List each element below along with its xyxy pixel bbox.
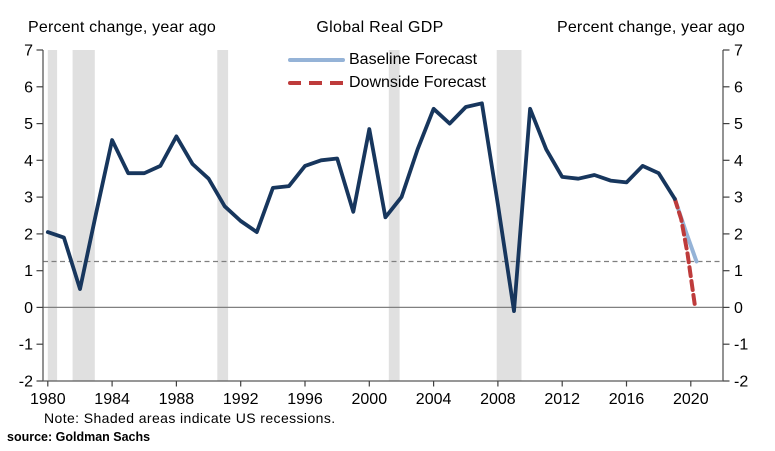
y-tick-label-right: 3 bbox=[734, 190, 743, 207]
x-tick-label: 1988 bbox=[159, 391, 195, 408]
downside-dashed-swatch-icon bbox=[288, 81, 345, 85]
legend-item-downside: Downside Forecast bbox=[288, 74, 486, 92]
x-tick-label: 2016 bbox=[609, 391, 645, 408]
y-tick-label-right: -1 bbox=[734, 337, 748, 354]
chart-legend: Global Real GDP Baseline Forecast Downsi… bbox=[280, 19, 490, 91]
y-tick-label-right: 6 bbox=[734, 79, 743, 96]
x-tick-label: 2000 bbox=[352, 391, 388, 408]
y-tick-label-right: 2 bbox=[734, 226, 743, 243]
series-baseline-forecast-line bbox=[672, 196, 699, 264]
y-tick-label-right: 4 bbox=[734, 153, 743, 170]
series-global-real-gdp-line bbox=[45, 101, 677, 314]
y-tick-label-left: -1 bbox=[19, 337, 33, 354]
recession-band bbox=[72, 50, 95, 381]
y-tick-label-left: 1 bbox=[24, 263, 33, 280]
x-tick-label: 1992 bbox=[223, 391, 259, 408]
x-tick-label: 2004 bbox=[416, 391, 452, 408]
y-tick-label-right: -2 bbox=[734, 374, 748, 391]
note-text: Note: Shaded areas indicate US recession… bbox=[44, 410, 336, 426]
y-tick-label-left: 4 bbox=[24, 153, 33, 170]
legend-label-downside: Downside Forecast bbox=[349, 74, 486, 91]
x-tick-label: 1996 bbox=[287, 391, 323, 408]
y-tick-label-right: 1 bbox=[734, 263, 743, 280]
source-text: source: Goldman Sachs bbox=[7, 430, 151, 444]
right-axis-title: Percent change, year ago bbox=[556, 19, 745, 36]
y-tick-label-left: 2 bbox=[24, 226, 33, 243]
left-axis-title: Percent change, year ago bbox=[28, 19, 217, 36]
y-tick-label-left: 3 bbox=[24, 190, 33, 207]
y-tick-label-right: 7 bbox=[734, 43, 743, 60]
y-tick-label-right: 5 bbox=[734, 116, 743, 133]
x-tick-label: 1980 bbox=[30, 391, 66, 408]
y-tick-label-left: 6 bbox=[24, 79, 33, 96]
baseline-line-swatch-icon bbox=[288, 58, 345, 62]
legend-title: Global Real GDP bbox=[316, 19, 444, 36]
y-tick-label-left: 7 bbox=[24, 43, 33, 60]
legend-item-baseline: Baseline Forecast bbox=[288, 51, 477, 69]
y-tick-label-right: 0 bbox=[734, 300, 743, 317]
y-tick-label-left: -2 bbox=[19, 374, 33, 391]
recession-band bbox=[47, 50, 58, 381]
y-tick-label-left: 0 bbox=[24, 300, 33, 317]
recession-band bbox=[388, 50, 400, 381]
recession-band bbox=[217, 50, 229, 381]
x-tick-label: 2020 bbox=[673, 391, 709, 408]
x-tick-label: 1984 bbox=[94, 391, 130, 408]
x-tick-label: 2012 bbox=[544, 391, 580, 408]
x-tick-label: 2008 bbox=[480, 391, 516, 408]
legend-label-baseline: Baseline Forecast bbox=[349, 51, 478, 68]
y-tick-label-left: 5 bbox=[24, 116, 33, 133]
series-downside-forecast-line bbox=[672, 196, 697, 308]
